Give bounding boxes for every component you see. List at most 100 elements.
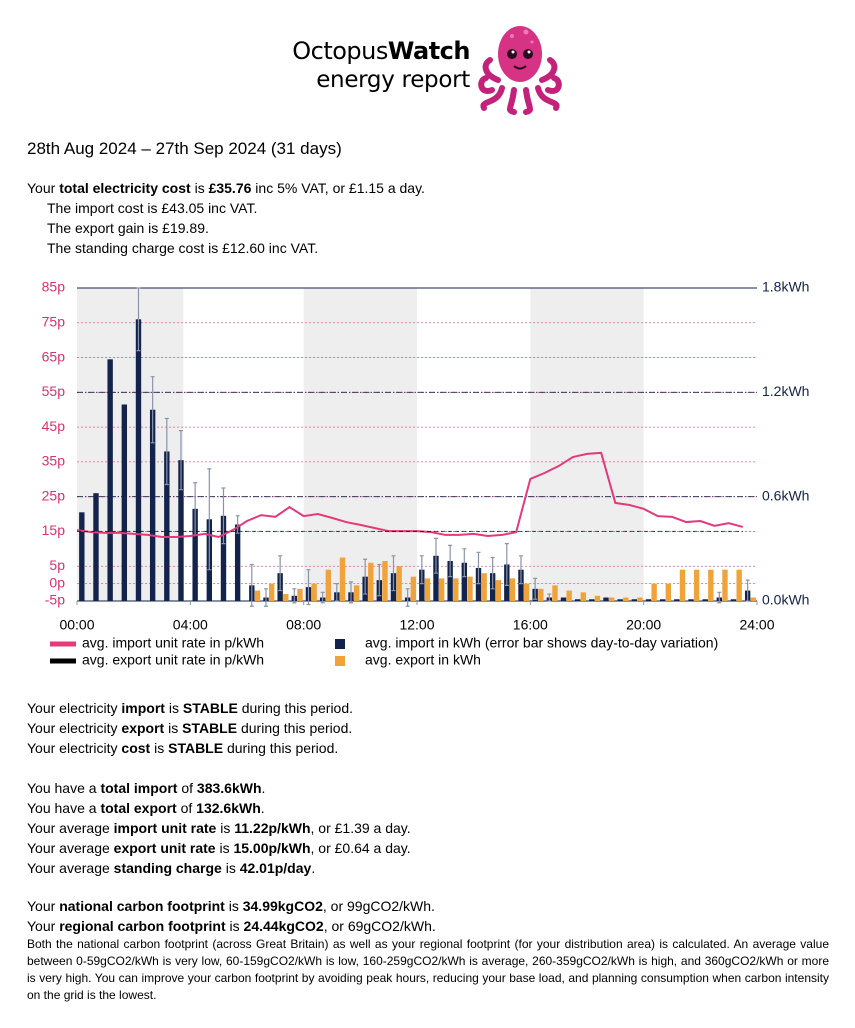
bar xyxy=(339,557,346,601)
bar xyxy=(631,599,638,601)
trend-line-part: during this period. xyxy=(223,740,339,756)
bar xyxy=(623,597,629,601)
trend-line-part: cost xyxy=(121,740,151,756)
carbon-line-part: is xyxy=(225,918,244,934)
bar xyxy=(453,578,459,601)
bar xyxy=(523,583,530,601)
bar xyxy=(396,566,402,601)
carbon-line-part: 24.44kgCO2 xyxy=(243,918,324,934)
error-bar xyxy=(391,555,396,592)
carbon: Your national carbon footprint is 34.99k… xyxy=(27,896,436,936)
bar xyxy=(693,569,700,601)
bar xyxy=(268,583,275,601)
bar xyxy=(192,508,198,601)
carbon-line-part: , or 99gCO2/kWh. xyxy=(322,898,435,914)
bar xyxy=(220,515,227,601)
cost-detail: The import cost is £43.05 inc VAT. xyxy=(47,200,258,216)
trend-line-part: export xyxy=(121,720,165,736)
y-tick-label: 15p xyxy=(42,522,66,538)
cost-line-part: Your xyxy=(27,180,60,196)
bar xyxy=(419,569,425,601)
trend-line: Your electricity import is STABLE during… xyxy=(27,698,353,718)
error-bar xyxy=(504,543,509,586)
total-line-part: import unit rate xyxy=(113,820,217,836)
error-bar xyxy=(363,558,368,595)
trend-line-part: during this period. xyxy=(237,700,354,716)
trend-line-part: Your electricity xyxy=(27,720,122,736)
total-line-part: 132.6kWh xyxy=(196,800,261,816)
bar xyxy=(750,597,757,601)
legend-label: avg. import unit rate in p/kWh xyxy=(82,635,264,651)
bar xyxy=(368,562,374,601)
bar xyxy=(679,569,686,601)
total-line-part: is xyxy=(221,860,240,876)
bar xyxy=(325,569,332,601)
legend-swatch xyxy=(335,639,345,649)
legend-swatch xyxy=(50,658,76,664)
bar xyxy=(608,597,615,601)
bar xyxy=(702,599,708,601)
y-tick-label: 75p xyxy=(42,313,66,329)
error-bar xyxy=(745,579,750,602)
shaded-period xyxy=(530,288,644,601)
period: 28th Aug 2024 – 27th Sep 2024 (31 days) xyxy=(27,139,342,158)
bar xyxy=(651,583,657,601)
y-tick-label: 35p xyxy=(42,453,66,469)
legend-label: avg. export in kWh xyxy=(365,652,481,668)
error-bar xyxy=(178,429,183,491)
total-line-part: Your average xyxy=(27,820,114,836)
trend-line-part: is xyxy=(150,740,169,756)
trends: Your electricity import is STABLE during… xyxy=(27,698,353,758)
bar xyxy=(178,460,184,601)
error-bar xyxy=(150,376,155,444)
trend-line-part: STABLE xyxy=(168,740,224,756)
bar xyxy=(135,319,142,601)
carbon-line-part: 34.99kgCO2 xyxy=(242,898,323,914)
bar xyxy=(353,585,360,601)
bar xyxy=(509,578,516,601)
carbon-line-part: Your xyxy=(27,918,60,934)
error-bar xyxy=(476,551,481,585)
total-line-part: 383.6kWh xyxy=(196,780,262,796)
bar xyxy=(311,583,317,601)
total-line-part: . xyxy=(261,780,266,796)
bar xyxy=(447,561,453,601)
bar xyxy=(382,561,388,601)
trend-line-part: during this period. xyxy=(237,720,353,736)
bar xyxy=(121,404,128,601)
error-bar xyxy=(278,555,283,592)
total-line: Your average standing charge is 42.01p/d… xyxy=(27,858,411,878)
carbon-line-part: is xyxy=(224,898,243,914)
trend-line-part: STABLE xyxy=(182,700,238,716)
bar xyxy=(424,578,431,601)
bar xyxy=(538,588,544,601)
bar xyxy=(552,585,558,601)
bar xyxy=(461,562,468,601)
y-tick-label: -5p xyxy=(45,592,65,608)
error-bar xyxy=(249,563,254,607)
cost-line-part: total electricity cost xyxy=(59,180,191,196)
bar xyxy=(495,580,502,601)
carbon-note: Both the national carbon footprint (acro… xyxy=(27,937,829,1002)
error-bar xyxy=(377,563,382,597)
error-bar xyxy=(448,544,453,578)
x-tick-label: 08:00 xyxy=(286,617,321,633)
bar xyxy=(566,590,572,601)
bar xyxy=(589,599,595,601)
bar xyxy=(254,590,261,601)
error-bar xyxy=(419,555,424,585)
bar xyxy=(617,599,623,601)
trend-line: Your electricity cost is STABLE during t… xyxy=(27,738,353,758)
error-bar xyxy=(334,583,339,602)
legend-label: avg. import in kWh (error bar shows day-… xyxy=(365,635,718,651)
carbon-line-part: Your xyxy=(27,898,60,914)
error-bar xyxy=(263,588,268,607)
error-bar xyxy=(292,588,297,604)
cost-line: Your total electricity cost is £35.76 in… xyxy=(27,178,425,198)
bar xyxy=(79,512,85,601)
x-tick-label: 00:00 xyxy=(59,617,94,633)
carbon-line: Your regional carbon footprint is 24.44k… xyxy=(27,916,436,936)
legend-swatch xyxy=(50,641,76,647)
bar xyxy=(164,451,170,601)
x-tick-label: 04:00 xyxy=(173,617,208,633)
